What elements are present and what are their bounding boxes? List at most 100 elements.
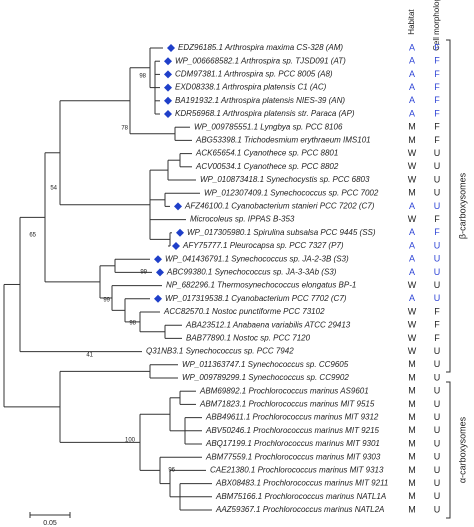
scale-label: 0.05: [43, 520, 57, 527]
taxon-label: ABV50246.1 Prochlorococcus marinus MIT 9…: [205, 426, 380, 435]
diamond-marker: [164, 110, 172, 118]
morphology-code: F: [434, 306, 440, 316]
habitat-code: A: [409, 82, 415, 92]
morphology-code: F: [434, 214, 440, 224]
bootstrap-value: 65: [29, 233, 36, 239]
diamond-marker: [164, 83, 172, 92]
habitat-code: A: [409, 69, 415, 79]
diamond-marker: [154, 294, 162, 303]
taxon-label: AAZ59367.1 Prochlorococcus marinus NATL2…: [215, 505, 384, 514]
taxon-label: ABC99380.1 Synechococcus sp. JA-3-3Ab (S…: [166, 268, 337, 277]
habitat-code: M: [408, 188, 416, 198]
morphology-code: F: [434, 56, 440, 66]
morphology-code: F: [434, 82, 440, 92]
morphology-code: U: [434, 254, 441, 264]
morphology-code: U: [434, 267, 441, 277]
taxon-label: Q31NB3.1 Synechococcus sp. PCC 7942: [146, 347, 294, 356]
bootstrap-value: 54: [50, 186, 57, 192]
taxon-label: KDR56968.1 Arthrospira platensis str. Pa…: [175, 109, 355, 118]
morphology-code: F: [434, 42, 440, 52]
diamond-marker: [164, 57, 172, 66]
habitat-code: A: [409, 267, 415, 277]
taxon-label: WP_006668582.1 Arthrospira sp. TJSD091 (…: [175, 56, 346, 65]
habitat-code: W: [408, 306, 417, 316]
morphology-code: U: [434, 174, 441, 184]
morphology-code: U: [434, 425, 441, 435]
taxon-label: ABG53398.1 Trichodesmium erythraeum IMS1…: [195, 136, 371, 145]
habitat-code: W: [408, 161, 417, 171]
taxon-label: ABM77559.1 Prochlorococcus marinus MIT 9…: [205, 452, 381, 461]
morphology-code: U: [434, 148, 441, 158]
habitat-code: W: [408, 320, 417, 330]
taxon-label: NP_682296.1 Thermosynechococcus elongatu…: [166, 281, 356, 290]
habitat-code: M: [408, 504, 416, 514]
morphology-header: Cell morphology: [432, 0, 441, 51]
habitat-header: Habitat: [407, 9, 416, 35]
beta-label: β-carboxysomes: [457, 172, 467, 239]
morphology-code: U: [434, 438, 441, 448]
diamond-marker: [176, 228, 184, 237]
taxon-label: WP_017305980.1 Spirulina subsalsa PCC 94…: [187, 228, 376, 237]
habitat-code: M: [408, 491, 416, 501]
taxon-label: WP_011363747.1 Synechococcus sp. CC9605: [182, 360, 349, 369]
habitat-code: M: [408, 425, 416, 435]
morphology-code: F: [434, 320, 440, 330]
alpha-label: α-carboxysomes: [457, 416, 467, 483]
habitat-code: W: [408, 214, 417, 224]
taxon-label: ABM75166.1 Prochlorococcus marinus NATL1…: [215, 492, 386, 501]
taxon-label: WP_009785551.1 Lyngbya sp. PCC 8106: [194, 122, 343, 131]
habitat-code: A: [409, 227, 415, 237]
alpha-bracket: [446, 381, 451, 519]
habitat-code: A: [409, 95, 415, 105]
morphology-code: U: [434, 452, 441, 462]
habitat-code: M: [408, 452, 416, 462]
morphology-code: F: [434, 135, 440, 145]
morphology-code: U: [434, 372, 441, 382]
bootstrap-value: 100: [125, 438, 136, 444]
taxon-label: ABB49611.1 Prochlorococcus marinus MIT 9…: [205, 413, 379, 422]
morphology-code: U: [434, 188, 441, 198]
habitat-code: A: [409, 201, 415, 211]
taxon-label: ACK65654.1 Cyanothece sp. PCC 8801: [195, 149, 338, 158]
taxon-label: BA191932.1 Arthrospira platensis NIES-39…: [175, 96, 345, 105]
habitat-code: M: [408, 359, 416, 369]
diamond-marker: [164, 70, 172, 79]
bootstrap-value: 78: [121, 126, 128, 132]
habitat-code: A: [409, 56, 415, 66]
habitat-code: W: [408, 174, 417, 184]
habitat-code: A: [409, 108, 415, 118]
morphology-code: F: [434, 69, 440, 79]
diamond-marker: [154, 255, 162, 264]
morphology-code: U: [434, 293, 441, 303]
morphology-code: F: [434, 122, 440, 132]
habitat-code: M: [408, 386, 416, 396]
habitat-code: A: [409, 254, 415, 264]
taxon-label: WP_009789299.1 Synechococcus sp. CC9902: [182, 373, 349, 382]
taxon-label: ACC82570.1 Nostoc punctiforme PCC 73102: [163, 307, 325, 316]
habitat-code: A: [409, 293, 415, 303]
morphology-code: U: [434, 161, 441, 171]
habitat-code: M: [408, 122, 416, 132]
taxon-label: Microcoleus sp. IPPAS B-353: [190, 215, 295, 224]
taxon-label: ABQ17199.1 Prochlorococcus marinus MIT 9…: [205, 439, 380, 448]
morphology-code: U: [434, 491, 441, 501]
morphology-code: U: [434, 478, 441, 488]
habitat-code: M: [408, 399, 416, 409]
taxon-label: WP_041436791.1 Synechococcus sp. JA-2-3B…: [165, 254, 349, 263]
morphology-code: U: [434, 346, 441, 356]
morphology-code: U: [434, 399, 441, 409]
morphology-code: U: [434, 240, 441, 250]
taxon-label: CAE21380.1 Prochlorococcus marinus MIT 9…: [210, 466, 384, 475]
habitat-code: W: [408, 148, 417, 158]
morphology-code: U: [434, 386, 441, 396]
habitat-code: M: [408, 438, 416, 448]
taxon-label: ABM71823.1 Prochlorococcus marinus MIT 9…: [199, 400, 375, 409]
beta-bracket: [446, 39, 451, 373]
bootstrap-value: 41: [86, 353, 93, 359]
habitat-code: W: [408, 346, 417, 356]
morphology-code: F: [434, 95, 440, 105]
taxon-label: ABX08483.1 Prochlorococcus marinus MIT 9…: [215, 479, 388, 488]
habitat-code: M: [408, 478, 416, 488]
morphology-code: F: [434, 108, 440, 118]
